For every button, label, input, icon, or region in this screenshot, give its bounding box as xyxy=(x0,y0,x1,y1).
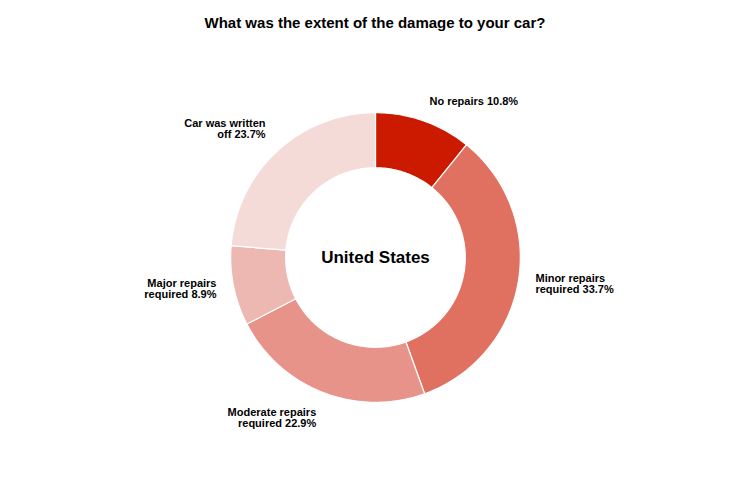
svg-text:United States: United States xyxy=(321,248,430,267)
svg-text:Major repairsrequired 8.9%: Major repairsrequired 8.9% xyxy=(144,277,216,300)
html-text:What was the extent of the dam: What was the extent of the damage to you… xyxy=(204,14,546,31)
svg-text:No repairs 10.8%: No repairs 10.8% xyxy=(429,95,518,107)
svg-text:Car was writtenoff 23.7%: Car was writtenoff 23.7% xyxy=(184,117,266,140)
svg-text:Moderate repairsrequired 22.9%: Moderate repairsrequired 22.9% xyxy=(228,406,317,429)
svg-text:Minor repairsrequired 33.7%: Minor repairsrequired 33.7% xyxy=(535,272,613,295)
